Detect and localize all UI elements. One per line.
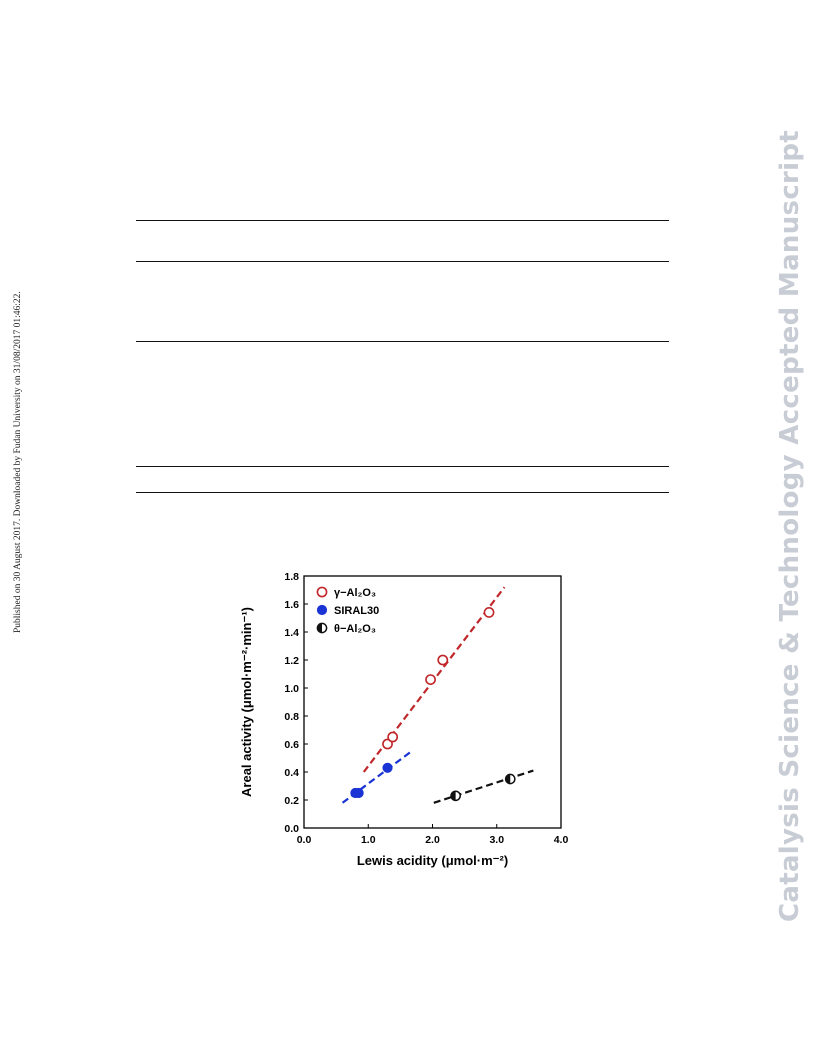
x-axis-label: Lewis acidity (μmol·m⁻²) [357,853,508,868]
data-point [483,607,495,618]
y-axis-label: Areal activity (μmol·m⁻²·min⁻¹) [239,607,254,797]
table-top-rule [136,220,669,221]
data-point [353,787,364,799]
y-tick-label: 0.2 [284,795,299,807]
table-section-rule [136,341,669,342]
y-tick-label: 1.4 [284,627,299,639]
data-point-fill [451,791,456,801]
legend-label: γ−Al₂O₃ [334,587,376,599]
data-point [437,654,449,666]
scatter-chart: 0.0 1.0 2.0 3.0 4.0 0.0 0.2 0.4 0.6 0.8 1.0 1.2 1.4 1… [239,571,569,868]
scatter-figure: 0.0 1.0 2.0 3.0 4.0 0.0 0.2 0.4 0.6 0.8 1.0 1.2 1.4 1… [230,560,580,885]
y-tick-label: 0.4 [284,767,299,779]
legend-marker-fill [317,623,322,633]
x-tick-label: 4.0 [554,834,569,846]
y-tick-label: 1.8 [284,571,299,583]
legend-marker [316,586,328,598]
x-tick-label: 0.0 [297,834,312,846]
x-tick-label: 1.0 [361,834,376,846]
y-tick-label: 1.6 [284,599,299,611]
x-tick-label: 2.0 [425,834,440,846]
legend-label: θ−Al₂O₃ [334,623,376,635]
journal-watermark: Catalysis Science & Technology Accepted … [775,129,805,922]
data-point [387,731,399,743]
download-notice: Published on 30 August 2017. Downloaded … [13,291,23,633]
fit-line [433,769,534,804]
y-tick-label: 0.0 [284,823,299,835]
y-tick-label: 1.0 [284,683,299,695]
y-tick-label: 1.2 [284,655,299,667]
y-tick-label: 0.8 [284,711,299,723]
x-tick-label: 3.0 [489,834,504,846]
data-point-fill [505,774,511,784]
legend-label: SIRAL30 [334,605,379,617]
table-bottom-rule [136,492,669,493]
data-point [382,762,393,773]
y-tick-label: 0.6 [284,739,299,751]
data-point [382,738,393,750]
legend-marker [316,604,328,616]
table-header-rule [136,261,669,262]
data-point [425,674,436,685]
table-section-rule [136,466,669,467]
